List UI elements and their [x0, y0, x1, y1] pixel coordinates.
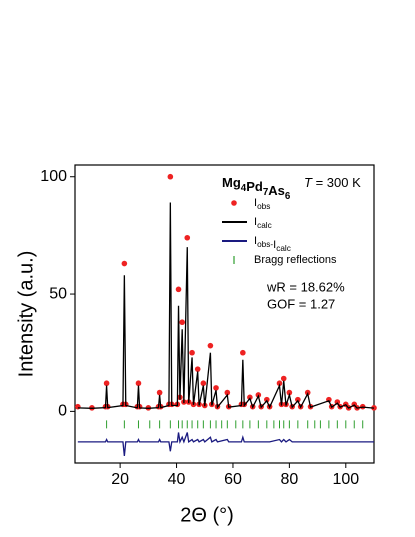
- temperature-note: T = 300 K: [304, 175, 361, 190]
- obs-point: [264, 396, 270, 403]
- x-axis-label: 2Θ (°): [180, 504, 234, 526]
- y-tick-label: 0: [58, 403, 67, 420]
- obs-point: [280, 375, 287, 382]
- obs-point: [295, 396, 301, 403]
- chart-title: Mg4Pd7As6: [222, 175, 291, 201]
- obs-point: [247, 394, 253, 401]
- obs-point: [194, 366, 201, 372]
- obs-point: [224, 389, 231, 396]
- x-tick-label: 60: [224, 471, 242, 488]
- x-tick-label: 20: [111, 471, 129, 488]
- gof-note: GOF = 1.27: [267, 296, 335, 311]
- legend-label: Icalc: [254, 216, 272, 230]
- obs-point: [156, 389, 163, 396]
- obs-point: [184, 234, 191, 241]
- legend-label: Iobs-Icalc: [254, 235, 291, 253]
- y-tick-label: 50: [49, 285, 67, 302]
- obs-point: [286, 389, 293, 396]
- x-tick-label: 80: [280, 471, 298, 488]
- plot-frame: [74, 164, 375, 464]
- x-tick-label: 100: [332, 471, 359, 488]
- obs-point: [207, 342, 214, 349]
- legend-label: Bragg reflections: [254, 254, 337, 266]
- obs-point: [200, 380, 207, 387]
- series-line: [77, 202, 375, 409]
- y-tick-label: 100: [40, 168, 67, 185]
- legend-symbol: [231, 200, 237, 206]
- obs-point: [75, 403, 81, 410]
- obs-point: [189, 349, 195, 356]
- obs-point: [213, 385, 219, 391]
- legend-label: Iobs: [254, 197, 270, 211]
- obs-point: [179, 319, 185, 326]
- obs-point: [103, 380, 110, 387]
- obs-point: [167, 173, 174, 180]
- series-line: [77, 432, 374, 457]
- x-tick-label: 40: [168, 471, 186, 488]
- obs-point: [240, 349, 246, 356]
- obs-point: [276, 380, 283, 387]
- obs-point: [135, 380, 142, 387]
- obs-point: [175, 286, 182, 293]
- obs-point: [121, 260, 128, 267]
- wr-note: wR = 18.62%: [266, 279, 345, 294]
- y-axis-label: Intensity (a.u.): [15, 251, 37, 378]
